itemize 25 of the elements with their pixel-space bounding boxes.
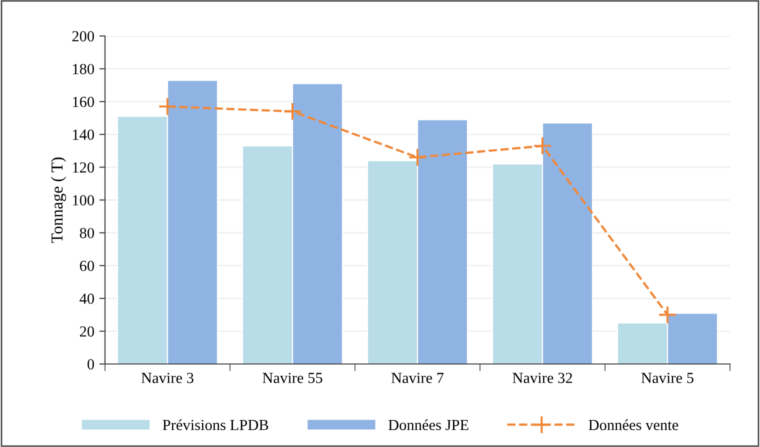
- legend-label: Prévisions LPDB: [162, 419, 268, 430]
- x-tick-label: Navire 5: [641, 372, 694, 384]
- point: [533, 136, 552, 156]
- y-tick-label: 160: [73, 96, 94, 108]
- y-tick-label: 180: [73, 64, 94, 74]
- x-tick-label: Navire 7: [391, 372, 444, 384]
- y-tick-label: 60: [80, 260, 94, 272]
- x-tick-label: Navire 3: [141, 372, 194, 384]
- y-tick-label: 200: [72, 31, 94, 42]
- legend-label: Données vente: [588, 419, 678, 430]
- point: [283, 102, 302, 121]
- point: [408, 148, 427, 167]
- y-tick-label: 40: [80, 294, 94, 304]
- y-tick-label: 140: [73, 130, 94, 140]
- point: [658, 305, 677, 324]
- x-tick-label: Navire 32: [512, 372, 572, 384]
- y-tick-label: 0: [88, 359, 94, 370]
- y-axis-title: Tonnage ( T): [50, 158, 66, 243]
- x-tick-label: Navire 55: [262, 372, 322, 384]
- y-tick-label: 80: [80, 228, 94, 238]
- legend-label: Données JPE: [388, 419, 468, 430]
- point: [158, 97, 177, 116]
- y-tick-label: 20: [80, 326, 94, 337]
- y-tick-label: 100: [73, 195, 94, 206]
- y-tick-label: 120: [73, 162, 94, 173]
